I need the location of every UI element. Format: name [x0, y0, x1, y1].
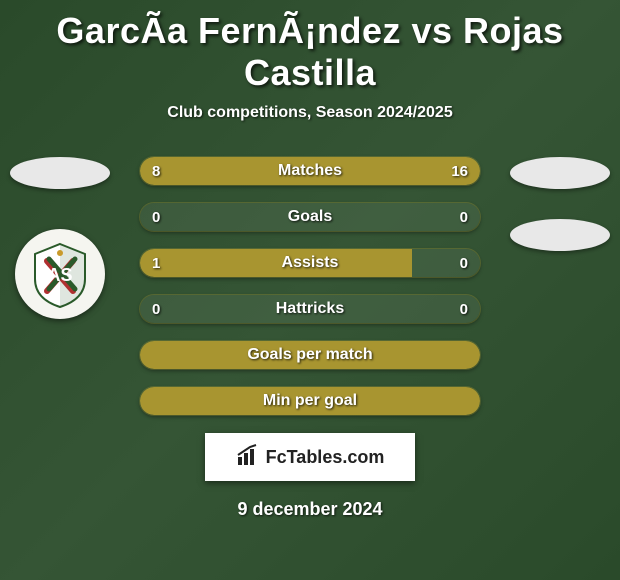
svg-text:AS: AS	[47, 265, 72, 285]
stat-row: Min per goal	[140, 387, 480, 415]
stats-list: 816Matches 00Goals 10Assists 00Hattricks Goa…	[140, 157, 480, 415]
page-subtitle: Club competitions, Season 2024/2025	[0, 104, 620, 122]
stat-row: 00Hattricks	[140, 295, 480, 323]
stat-row: Goals per match	[140, 341, 480, 369]
stat-label: Assists	[140, 249, 480, 277]
stat-label: Min per goal	[140, 387, 480, 415]
stat-row: 10Assists	[140, 249, 480, 277]
stat-label: Goals per match	[140, 341, 480, 369]
brand-text: FcTables.com	[266, 447, 385, 468]
comparison-main: AS 816Matches 00Goals 10Assists 00Hattricks…	[0, 157, 620, 415]
stat-row: 00Goals	[140, 203, 480, 231]
left-player-column: AS	[10, 157, 110, 319]
player-photo-placeholder	[10, 157, 110, 189]
stat-label: Matches	[140, 157, 480, 185]
chart-icon	[236, 443, 260, 472]
stat-label: Hattricks	[140, 295, 480, 323]
right-player-column	[510, 157, 610, 251]
brand-logo[interactable]: FcTables.com	[205, 433, 415, 481]
stat-label: Goals	[140, 203, 480, 231]
footer-date: 9 december 2024	[0, 499, 620, 520]
stat-row: 816Matches	[140, 157, 480, 185]
page-title: GarcÃ­a FernÃ¡ndez vs Rojas Castilla	[0, 0, 620, 94]
player-photo-placeholder	[510, 157, 610, 189]
club-badge-placeholder	[510, 219, 610, 251]
club-badge-left: AS	[15, 229, 105, 319]
